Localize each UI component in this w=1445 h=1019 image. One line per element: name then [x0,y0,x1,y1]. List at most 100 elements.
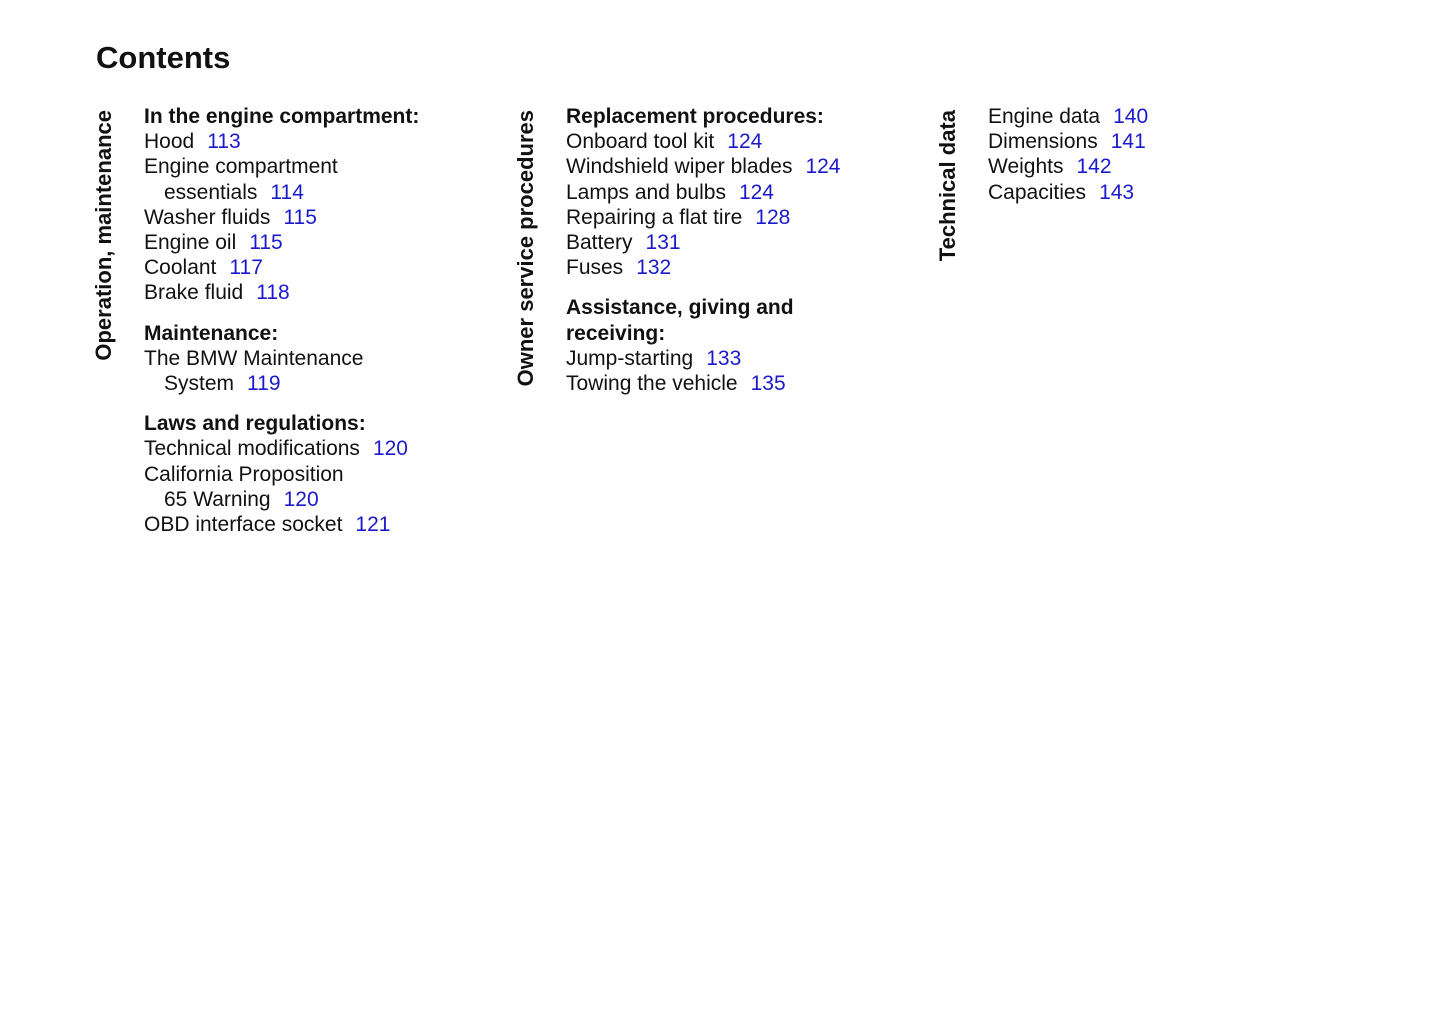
toc-entry[interactable]: Technical modifications 120 [144,436,504,461]
page-number-link[interactable]: 131 [645,231,681,255]
page-number-link[interactable]: 120 [283,487,319,511]
entry-line: Hood 113 [144,129,504,154]
page-number-link[interactable]: 119 [247,372,281,396]
page-title: Contents [96,40,231,75]
page-number-link[interactable]: 118 [256,281,290,305]
toc-entry[interactable]: Engine compartment essentials 114 [144,154,504,204]
toc-group: Engine data 140 Dimensions 141 Weights 142 Cap… [988,104,1348,205]
entry-text: Engine data [988,105,1101,128]
entry-text: The BMW Maintenance [144,346,364,370]
page-number-link[interactable]: 132 [636,256,672,280]
toc-entry[interactable]: Battery 131 [566,230,926,255]
entry-line: Engine compartment [144,154,504,179]
toc-entry[interactable]: Washer fluids 115 [144,205,504,230]
entry-line: Jump-starting 133 [566,346,926,371]
page-number-link[interactable]: 124 [738,180,774,204]
page-number-link[interactable]: 143 [1099,180,1135,204]
toc-entry[interactable]: Engine data 140 [988,104,1348,129]
toc-entry[interactable]: Dimensions 141 [988,129,1348,154]
toc-entry[interactable]: Brake fluid 118 [144,280,504,305]
entry-line: Fuses 132 [566,255,926,280]
group-heading: receiving: [566,321,666,345]
entry-text: Brake fluid [144,281,244,305]
entry-line: Repairing a flat tire 128 [566,205,926,230]
entry-line: Towing the vehicle 135 [566,371,926,396]
entry-line: Battery 131 [566,230,926,255]
entry-line: Windshield wiper blades 124 [566,154,926,179]
section-column: Engine data 140 Dimensions 141 Weights 142 Cap… [988,104,1348,205]
page-number-link[interactable]: 128 [755,205,791,229]
page-number-link[interactable]: 142 [1076,155,1112,179]
entry-line: Onboard tool kit 124 [566,129,926,154]
section-label: Technical data [935,110,960,262]
entry-text: Engine compartment [144,155,338,179]
toc-entry[interactable]: Towing the vehicle 135 [566,371,926,396]
entry-line: The BMW Maintenance [144,346,504,371]
toc-entry[interactable]: Weights 142 [988,154,1348,179]
group-heading: Maintenance: [144,321,279,345]
group-heading: Laws and regulations: [144,412,366,436]
section-column: In the engine compartment: Hood 113 Engine … [144,104,504,537]
toc-entry[interactable]: Capacities 143 [988,180,1348,205]
entry-text: Towing the vehicle [566,372,738,396]
toc-entry[interactable]: Windshield wiper blades 124 [566,154,926,179]
entry-text: OBD interface socket [144,513,343,537]
entry-line: Brake fluid 118 [144,280,504,305]
entry-line: Coolant 117 [144,255,504,280]
toc-entry[interactable]: OBD interface socket 121 [144,512,504,537]
entry-text: California Proposition [144,462,344,486]
page-number-link[interactable]: 117 [229,256,263,280]
entry-text: Onboard tool kit [566,130,715,154]
toc-entry[interactable]: Onboard tool kit 124 [566,129,926,154]
entry-text: Lamps and bulbs [566,180,726,204]
entry-line: Capacities 143 [988,180,1348,205]
toc-entry[interactable]: Lamps and bulbs 124 [566,180,926,205]
toc-entry[interactable]: Hood 113 [144,129,504,154]
entry-text: Washer fluids [144,205,271,229]
toc-entry[interactable]: Coolant 117 [144,255,504,280]
page-number-link[interactable]: 124 [727,130,763,154]
toc-entry[interactable]: Fuses 132 [566,255,926,280]
page-number-link[interactable]: 115 [249,231,283,255]
entry-line: OBD interface socket 121 [144,512,504,537]
entry-line: Engine oil 115 [144,230,504,255]
entry-line: essentials 114 [144,180,504,205]
toc-group: In the engine compartment: Hood 113 Engine … [144,104,504,306]
page-number-link[interactable]: 140 [1113,105,1149,128]
entry-text: Engine oil [144,231,237,255]
page-number-link[interactable]: 114 [270,180,304,204]
toc-entry[interactable]: The BMW Maintenance System 119 [144,346,504,396]
toc-entry[interactable]: Jump-starting 133 [566,346,926,371]
page-number-link[interactable]: 113 [207,130,241,154]
toc-entry[interactable]: California Proposition 65 Warning 120 [144,462,504,512]
page-number-link[interactable]: 124 [805,155,841,179]
page-number-link[interactable]: 141 [1110,130,1146,154]
page-number-link[interactable]: 135 [750,372,786,396]
entry-text: 65 Warning [164,487,271,511]
entry-text: Capacities [988,180,1087,204]
entry-line: California Proposition [144,462,504,487]
entry-line: 65 Warning 120 [144,487,504,512]
entry-text: Coolant [144,256,217,280]
entry-text: Technical modifications [144,437,360,461]
entry-line: Lamps and bulbs 124 [566,180,926,205]
page-number-link[interactable]: 120 [372,437,408,461]
entry-line: Engine data 140 [988,104,1348,129]
entry-text: Fuses [566,256,624,280]
group-heading: Replacement procedures: [566,105,824,128]
entry-line: System 119 [144,371,504,396]
toc-entry[interactable]: Repairing a flat tire 128 [566,205,926,230]
toc-entry[interactable]: Engine oil 115 [144,230,504,255]
entry-text: Windshield wiper blades [566,155,793,179]
toc-group: Maintenance: The BMW Maintenance System 119 [144,321,504,397]
group-heading: Assistance, giving and [566,296,794,320]
entry-line: Washer fluids 115 [144,205,504,230]
toc-group: Laws and regulations: Technical modificat… [144,411,504,537]
page-number-link[interactable]: 133 [706,346,742,370]
entry-text: Hood [144,130,195,154]
page-number-link[interactable]: 121 [355,513,391,537]
page-number-link[interactable]: 115 [283,205,317,229]
entry-text: Repairing a flat tire [566,205,743,229]
entry-text: System [164,372,235,396]
section-label: Owner service procedures [513,110,538,387]
